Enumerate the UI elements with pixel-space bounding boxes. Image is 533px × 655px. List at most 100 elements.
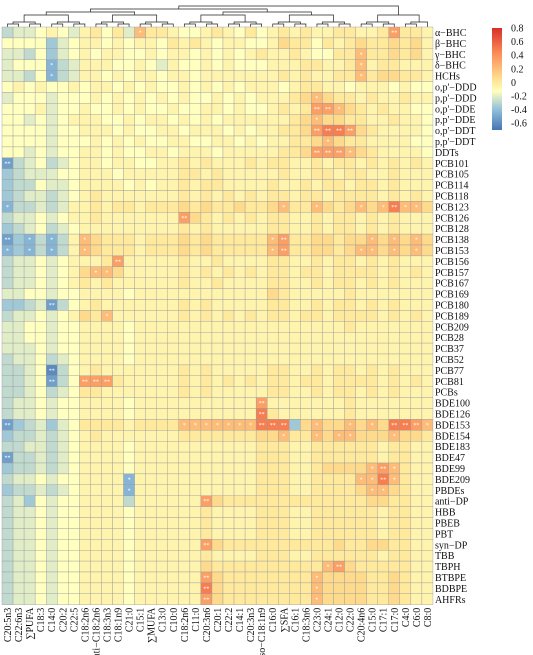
heatmap-cell [377, 321, 389, 333]
heatmap-cell [23, 353, 36, 366]
heatmap-cell [134, 451, 146, 464]
heatmap-cell [123, 37, 135, 50]
heatmap-cell [211, 462, 224, 475]
heatmap-cell [211, 582, 224, 595]
heatmap-cell [1, 528, 14, 540]
heatmap-cell [156, 179, 168, 191]
heatmap-cell [178, 266, 191, 278]
heatmap-cell [189, 244, 202, 257]
heatmap-cell [311, 244, 323, 257]
row-label: δ−BHC [435, 61, 466, 72]
heatmap-cell [134, 70, 146, 82]
heatmap-cell [1, 26, 14, 39]
heatmap-cell [200, 201, 213, 213]
heatmap-cell [101, 473, 113, 485]
heatmap-cell [289, 179, 301, 191]
heatmap-cell [421, 408, 434, 420]
heatmap-cell [189, 571, 202, 584]
heatmap-cell [322, 255, 334, 267]
dendrogram-branch [410, 21, 428, 27]
heatmap-cell [189, 190, 202, 202]
heatmap-cell [178, 201, 191, 213]
heatmap-cell [79, 92, 91, 104]
heatmap-cell [90, 190, 102, 202]
heatmap-cell [233, 353, 246, 366]
heatmap-cell [255, 550, 268, 562]
heatmap-cell [112, 593, 124, 605]
heatmap-cell [355, 408, 367, 420]
heatmap-cell [189, 495, 202, 507]
row-label: BDBPE [435, 584, 467, 595]
heatmap-cell [123, 353, 135, 366]
heatmap-cell [167, 244, 180, 257]
heatmap-cell [34, 288, 47, 300]
heatmap-cell [222, 168, 235, 180]
heatmap-cell [1, 495, 14, 507]
heatmap-cell [68, 81, 80, 93]
heatmap-cell [255, 430, 268, 442]
heatmap-cell [112, 288, 124, 300]
heatmap-cell [421, 113, 434, 126]
heatmap-cell [90, 528, 102, 540]
heatmap-cell [46, 560, 58, 573]
heatmap-cell [333, 157, 345, 169]
heatmap-cell [134, 288, 146, 300]
heatmap-cell [222, 124, 235, 137]
heatmap-cell [46, 146, 58, 158]
heatmap-cell [355, 419, 367, 431]
heatmap-cell [377, 441, 389, 453]
heatmap-cell [399, 571, 412, 584]
heatmap-cell [222, 26, 235, 39]
heatmap-cell [79, 332, 91, 344]
row-label: PCB123 [435, 202, 469, 213]
heatmap-cell [12, 484, 25, 496]
heatmap-cell [189, 375, 202, 387]
heatmap-cell [267, 288, 279, 300]
heatmap-cell [178, 255, 191, 267]
heatmap-cell [167, 397, 180, 409]
heatmap-cell [46, 506, 58, 518]
heatmap-cell [23, 321, 36, 333]
heatmap-cell [1, 484, 14, 496]
heatmap-cell [233, 157, 246, 169]
heatmap-cell [134, 299, 146, 311]
heatmap-cell [101, 299, 113, 311]
heatmap-cell [333, 364, 345, 376]
heatmap-cell [410, 386, 423, 398]
significance-marker: * [404, 205, 407, 211]
heatmap-cell [333, 168, 345, 180]
column-label: C20:3n3 [246, 608, 257, 642]
heatmap-cell [300, 179, 312, 191]
row-label: PCB52 [435, 355, 464, 366]
heatmap-cell [333, 70, 345, 82]
heatmap-cell [344, 364, 356, 376]
heatmap-cell [12, 462, 25, 475]
heatmap-cell [79, 70, 91, 82]
column-label: C22:2 [224, 608, 235, 632]
heatmap-cell [289, 190, 301, 202]
heatmap-cell [79, 37, 91, 50]
heatmap-cell [189, 222, 202, 235]
heatmap-cell [156, 277, 168, 289]
heatmap-cell [123, 571, 135, 584]
heatmap-cell [189, 168, 202, 180]
heatmap-cell [377, 70, 389, 82]
significance-marker: ** [281, 238, 287, 244]
heatmap-cell [1, 321, 14, 333]
heatmap-cell [255, 59, 268, 71]
column-label: C15:0 [368, 608, 379, 632]
heatmap-cell [388, 157, 401, 169]
heatmap-cell [366, 222, 378, 235]
heatmap-cell [189, 506, 202, 518]
column-label: C23:0 [312, 608, 323, 632]
heatmap-cell [278, 462, 290, 475]
heatmap-cell [289, 124, 301, 137]
heatmap-cell [377, 353, 389, 366]
heatmap-cell [267, 441, 279, 453]
heatmap-cell [410, 48, 423, 60]
heatmap-cell [1, 506, 14, 518]
heatmap-cell [355, 92, 367, 104]
heatmap-cell [57, 430, 69, 442]
heatmap-cell [410, 266, 423, 278]
heatmap-cell [167, 539, 180, 551]
